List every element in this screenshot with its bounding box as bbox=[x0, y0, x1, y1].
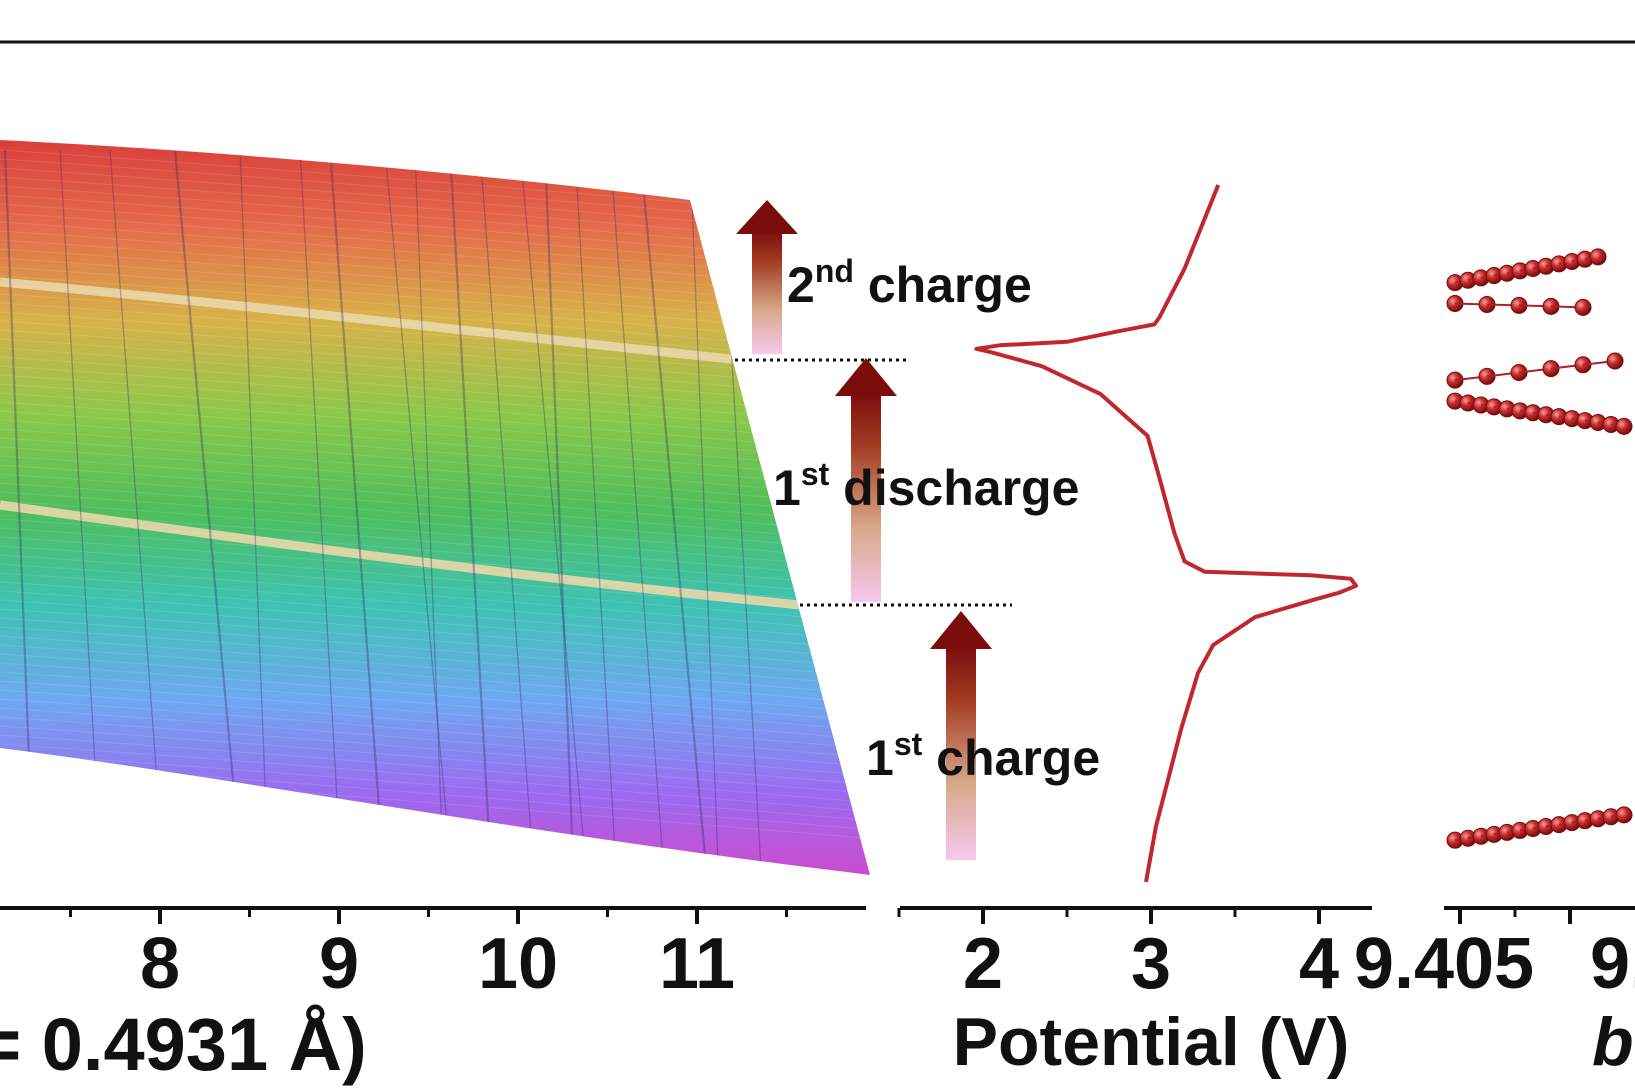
arrow-1st-discharge bbox=[835, 358, 897, 602]
label-1st-discharge: 1st discharge bbox=[773, 456, 1079, 516]
heatmap-scanline bbox=[0, 752, 870, 824]
axis-tick-label: 4 bbox=[1299, 924, 1339, 1004]
heatmap-scanline bbox=[0, 626, 870, 698]
heatmap-streak bbox=[574, 149, 618, 875]
heatmap-streak bbox=[109, 149, 166, 875]
axis-tick-label: 11 bbox=[659, 924, 735, 1004]
label-2nd-charge-main: 2 bbox=[787, 257, 815, 313]
heatmap-streak bbox=[638, 149, 709, 875]
axis-tick-label: 9. bbox=[1590, 924, 1635, 1004]
heatmap-scanline bbox=[0, 725, 870, 797]
heatmap-scanline bbox=[0, 482, 870, 554]
heatmap-scanline bbox=[0, 554, 870, 626]
heatmap-scanline bbox=[0, 563, 870, 635]
heatmap-scanline bbox=[0, 536, 870, 608]
heatmap-streak bbox=[384, 149, 453, 875]
lattice-point bbox=[1615, 417, 1633, 435]
axis-tick-label: 7 bbox=[0, 924, 1, 1004]
lattice-point bbox=[1615, 806, 1633, 824]
label-2nd-charge-rest: charge bbox=[868, 257, 1032, 313]
label-1st-discharge-main: 1 bbox=[773, 460, 801, 516]
label-2nd-charge-sup: nd bbox=[815, 253, 854, 289]
x-axis-potential: 2 3 4 bbox=[897, 906, 1372, 1004]
x-axis-title-heatmap: = 0.4931 Å) bbox=[0, 1003, 367, 1086]
x-axis-title-potential: Potential (V) bbox=[953, 1004, 1350, 1080]
heatmap-streak bbox=[543, 149, 575, 875]
label-1st-discharge-sup: st bbox=[801, 456, 830, 492]
heatmap-scanline bbox=[0, 527, 870, 599]
axis-tick-label: 10 bbox=[478, 924, 558, 1004]
heatmap-scanline bbox=[0, 500, 870, 572]
heatmap-streak bbox=[173, 149, 244, 875]
heatmap-streak bbox=[479, 149, 536, 875]
heatmap-scanline bbox=[0, 599, 870, 671]
heatmap-scanline bbox=[0, 734, 870, 806]
heatmap-scanline bbox=[0, 590, 870, 662]
arrow-1st-charge bbox=[930, 611, 992, 860]
heatmap-scanline bbox=[0, 608, 870, 680]
voltage-curve bbox=[974, 184, 1358, 883]
x-axis-title-lattice: b bbox=[1592, 1004, 1634, 1080]
lattice-scatter bbox=[1446, 248, 1633, 849]
heatmap-streak bbox=[414, 149, 445, 875]
heatmap-streak bbox=[239, 149, 270, 875]
heatmap-scanline bbox=[0, 509, 870, 581]
axis-tick-label: 8 bbox=[140, 924, 180, 1004]
heatmap-band-discharge-end bbox=[0, 277, 741, 365]
axis-tick-label: 2 bbox=[963, 924, 1003, 1004]
heatmap-streak bbox=[448, 149, 493, 875]
heatmap-scanline bbox=[0, 698, 870, 770]
arrow-2nd-charge bbox=[736, 200, 798, 354]
heatmap-scanline bbox=[0, 581, 870, 653]
heatmap-scanline bbox=[0, 518, 870, 590]
heatmap-streak bbox=[689, 149, 720, 875]
lattice-point bbox=[1589, 248, 1607, 266]
heatmap-streak bbox=[328, 149, 386, 875]
label-1st-charge-main: 1 bbox=[866, 730, 894, 786]
heatmap-scanline bbox=[0, 662, 870, 734]
heatmap-scanline bbox=[0, 743, 870, 815]
x-axis-lattice: 9.405 9. bbox=[1354, 906, 1635, 1004]
heatmap-streak bbox=[609, 149, 666, 875]
heatmap-scanline bbox=[0, 716, 870, 788]
lattice-point bbox=[1606, 352, 1624, 370]
heatmap-scanline bbox=[0, 572, 870, 644]
heatmap-scanline bbox=[0, 689, 870, 761]
label-1st-charge-rest: charge bbox=[936, 730, 1100, 786]
lattice-point bbox=[1574, 298, 1592, 316]
heatmap-scanline bbox=[0, 644, 870, 716]
label-1st-charge-sup: st bbox=[894, 726, 923, 762]
heatmap-scanline bbox=[0, 545, 870, 617]
x-axis-heatmap: 7 8 9 10 11 bbox=[0, 906, 866, 1004]
heatmap-scanline bbox=[0, 653, 870, 725]
heatmap-scanline bbox=[0, 464, 870, 536]
heatmap-scanline bbox=[0, 707, 870, 779]
heatmap-streak bbox=[519, 149, 588, 875]
axis-tick-label: 9.405 bbox=[1354, 924, 1534, 1004]
heatmap-band-charge-end bbox=[0, 500, 801, 610]
heatmap-scanline bbox=[0, 491, 870, 563]
heatmap-scanline bbox=[0, 446, 870, 518]
heatmap-scanline bbox=[0, 473, 870, 545]
label-1st-charge: 1st charge bbox=[866, 726, 1100, 786]
axis-tick-label: 9 bbox=[319, 924, 359, 1004]
heatmap-scanline bbox=[0, 680, 870, 752]
heatmap-scanline bbox=[0, 455, 870, 527]
axis-tick-label: 3 bbox=[1131, 924, 1171, 1004]
label-1st-discharge-rest: discharge bbox=[843, 460, 1079, 516]
heatmap-scanline bbox=[0, 635, 870, 707]
heatmap-scanline bbox=[0, 617, 870, 689]
heatmap-scanline bbox=[0, 671, 870, 743]
heatmap-streak bbox=[299, 149, 343, 875]
label-2nd-charge: 2nd charge bbox=[787, 253, 1032, 313]
